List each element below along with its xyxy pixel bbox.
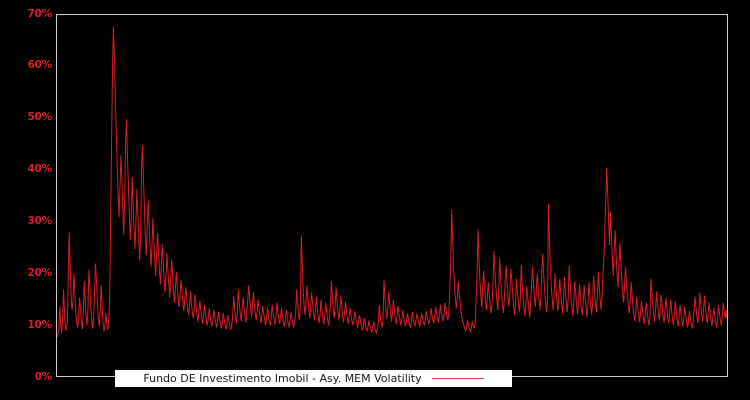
legend-line-swatch: [431, 378, 484, 379]
chart-legend: Fundo DE Investimento Imobil - Asy. MEM …: [115, 370, 512, 387]
series-line-chart: [57, 26, 727, 338]
y-axis-tick-label-20pct: 20%: [27, 266, 52, 279]
y-axis: 70% 60% 50% 40% 30% 20% 10% 0%: [0, 0, 52, 400]
y-axis-tick-label-30pct: 30%: [27, 214, 52, 227]
y-axis-tick-label-50pct: 50%: [27, 111, 52, 124]
y-axis-tick-label-70pct: 70%: [27, 7, 52, 20]
series-polyline-fundo-de-investimento-imobil: [57, 26, 727, 338]
plot-area: Fundo DE Investimento Imobil - Asy. MEM …: [56, 14, 728, 387]
y-axis-tick-label-0pct: 0%: [34, 370, 53, 383]
y-axis-tick-label-10pct: 10%: [27, 318, 52, 331]
legend-label-fundo-de-investimento-imobil: Fundo DE Investimento Imobil - Asy. MEM …: [143, 372, 422, 385]
y-axis-tick-label-60pct: 60%: [27, 59, 52, 72]
y-axis-tick-label-40pct: 40%: [27, 163, 52, 176]
